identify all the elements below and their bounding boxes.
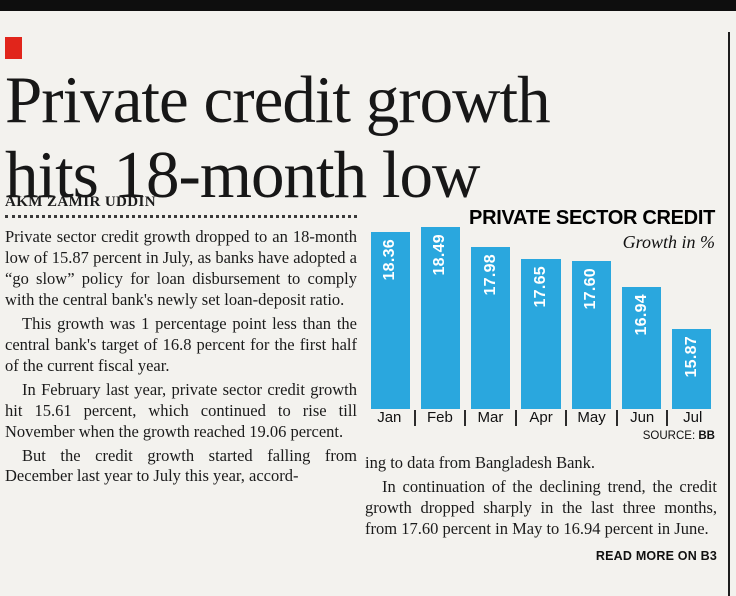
month-label-jun: Jun xyxy=(618,410,669,426)
bar-value-label: 16.94 xyxy=(632,294,650,336)
headline-line-2: hits 18-month low xyxy=(5,137,480,212)
bar-may: 17.60 xyxy=(571,261,611,409)
paragraph: ing to data from Bangladesh Bank. xyxy=(365,453,596,472)
month-label-mar: Mar xyxy=(466,410,517,426)
bar-value-label: 18.36 xyxy=(381,239,399,281)
month-label-apr: Apr xyxy=(517,410,568,426)
bar-chart: PRIVATE SECTOR CREDIT Growth in % 18.36 1… xyxy=(365,207,717,453)
paragraph: This growth was 1 percentage point less … xyxy=(5,313,357,375)
article-left-column: AKM ZAMIR UDDIN Private sector credit gr… xyxy=(5,194,357,490)
paragraph: In continuation of the declining trend, … xyxy=(365,476,717,538)
red-edition-mark xyxy=(5,37,22,59)
bar-slot: 15.87 xyxy=(667,223,717,409)
chart-subtitle: Growth in % xyxy=(622,232,715,252)
bar-value-label: 18.49 xyxy=(431,234,449,276)
headline: Private credit growth hits 18-month low xyxy=(5,63,723,213)
bar-value-label: 15.87 xyxy=(682,336,700,378)
bar-slot: 18.49 xyxy=(415,223,465,409)
bar-jan: 18.36 xyxy=(370,232,410,409)
bar-feb: 18.49 xyxy=(420,227,461,409)
bar-value-label: 17.98 xyxy=(481,254,499,296)
bar-jul: 15.87 xyxy=(672,329,712,409)
source-label: SOURCE: xyxy=(642,430,696,442)
column-rule xyxy=(728,32,730,596)
paragraph: But the credit growth started falling fr… xyxy=(5,445,357,486)
chart-source: SOURCE: BB xyxy=(643,430,715,442)
chart-title: PRIVATE SECTOR CREDIT xyxy=(469,207,715,229)
bar-slot: 18.36 xyxy=(365,223,415,409)
month-label-jan: Jan xyxy=(365,410,416,426)
month-label-jul: Jul xyxy=(683,409,703,426)
bar-slot: 17.65 xyxy=(516,223,566,409)
bar-apr: 17.65 xyxy=(521,259,561,409)
bar-mar: 17.98 xyxy=(471,247,511,409)
paragraph: In February last year, private sector cr… xyxy=(5,379,357,441)
chart-x-axis: Jan Feb Mar Apr May Jun Jul xyxy=(365,410,717,426)
bar-slot: 17.60 xyxy=(566,223,616,409)
bar-value-label: 17.65 xyxy=(531,266,549,308)
byline: AKM ZAMIR UDDIN xyxy=(5,194,156,210)
dotted-rule xyxy=(5,215,357,218)
bar-jun: 16.94 xyxy=(621,287,662,409)
paragraph: Private sector credit growth dropped to … xyxy=(5,227,357,309)
headline-line-1: Private credit growth xyxy=(5,62,551,137)
read-more-note: READ MORE ON B3 xyxy=(595,548,717,563)
bar-slot: 17.98 xyxy=(466,223,516,409)
bar-value-label: 17.60 xyxy=(582,268,600,310)
source-value: BB xyxy=(698,430,715,442)
top-black-bar xyxy=(0,0,736,11)
month-label-may: May xyxy=(567,410,618,426)
month-label-feb: Feb xyxy=(416,410,467,426)
bar-slot: 16.94 xyxy=(616,223,666,409)
chart-plot-area: 18.36 18.49 17.98 17.65 17.60 16.94 15.87 xyxy=(365,223,717,409)
article-right-column: PRIVATE SECTOR CREDIT Growth in % 18.36 1… xyxy=(365,207,717,563)
